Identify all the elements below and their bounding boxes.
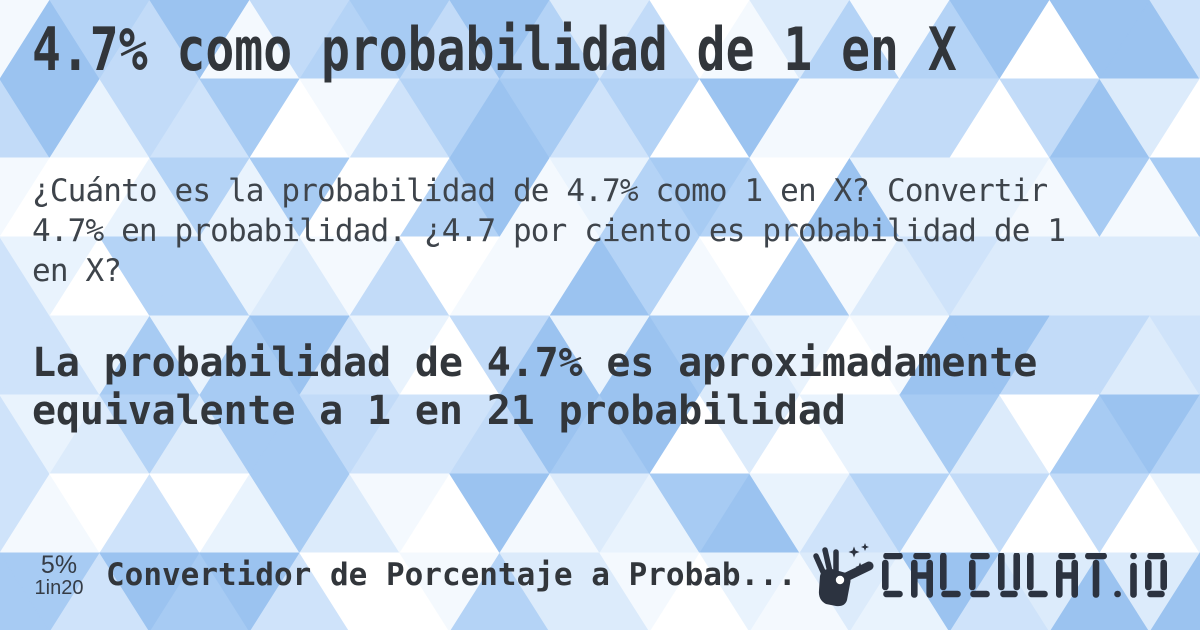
footer: 5% 1in20 Convertidor de Porcentaje a Pro…	[0, 530, 1200, 630]
calculator-name: Convertidor de Porcentaje a Probab...	[106, 557, 797, 593]
answer-text: La probabilidad de 4.7% es aproximadamen…	[32, 340, 1038, 434]
brand-wordmark	[882, 552, 1168, 598]
favicon-badge: 5% 1in20	[30, 552, 88, 599]
page-title: 4.7% como probabilidad de 1 en X	[32, 15, 957, 85]
magic-wand-icon	[813, 543, 874, 607]
badge-percent: 5%	[40, 550, 78, 579]
badge-ratio: 1in20	[34, 576, 84, 599]
brand-logo	[812, 540, 1174, 610]
page-description: ¿Cuánto es la probabilidad de 4.7% como …	[32, 173, 1066, 289]
